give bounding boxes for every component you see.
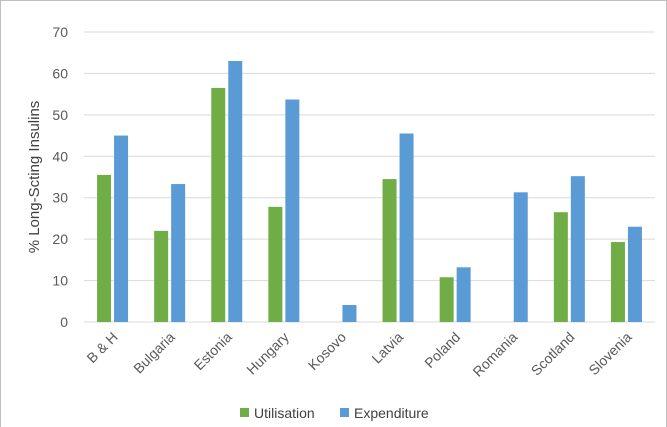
bar-expenditure-kosovo (342, 305, 357, 322)
bar-expenditure-romania (513, 192, 528, 322)
x-tick-label: Latvia (368, 329, 406, 367)
legend: Utilisation Expenditure (240, 405, 429, 421)
y-tick-label: 70 (52, 24, 68, 40)
bar-utilisation-poland (439, 277, 454, 322)
bar-expenditure-b-h (114, 135, 129, 322)
x-tick-label: Kosovo (305, 329, 349, 373)
bar-expenditure-estonia (228, 61, 243, 322)
bar-expenditure-scotland (570, 176, 585, 322)
gridlines (84, 31, 655, 323)
bar-utilisation-slovenia (610, 242, 625, 322)
x-tick-label: Slovenia (585, 329, 634, 378)
bar-utilisation-scotland (553, 212, 568, 322)
x-tick-label: Romania (469, 329, 520, 380)
bar-expenditure-poland (456, 267, 471, 322)
bar-expenditure-bulgaria (171, 184, 186, 322)
y-axis-ticks: 0 10 20 30 40 50 60 70 (52, 24, 68, 330)
x-tick-label: Bulgaria (130, 329, 178, 377)
bar-utilisation-hungary (268, 206, 283, 322)
bar-utilisation-b-h (97, 174, 112, 322)
x-axis-ticks: B & H Bulgaria Estonia Hungary Kosovo Latvia P… (83, 329, 634, 380)
bar-utilisation-estonia (211, 87, 226, 322)
x-tick-label: Poland (421, 329, 463, 371)
x-tick-label: Scotland (528, 329, 578, 379)
y-tick-label: 10 (52, 273, 68, 289)
x-tick-label: B & H (83, 329, 120, 366)
legend-swatch-utilisation (240, 408, 249, 417)
bar-expenditure-hungary (285, 99, 300, 323)
y-tick-label: 20 (52, 231, 68, 247)
y-tick-label: 40 (52, 148, 68, 164)
legend-label-expenditure: Expenditure (354, 405, 429, 421)
legend-swatch-expenditure (340, 408, 349, 417)
legend-label-utilisation: Utilisation (254, 405, 315, 421)
x-tick-label: Hungary (243, 329, 292, 378)
bar-expenditure-slovenia (627, 226, 642, 322)
y-tick-label: 30 (52, 190, 68, 206)
y-tick-label: 0 (60, 314, 68, 330)
bars (97, 61, 642, 323)
y-tick-label: 50 (52, 107, 68, 123)
bar-expenditure-latvia (399, 133, 414, 322)
bar-utilisation-bulgaria (154, 230, 169, 322)
x-tick-label: Estonia (191, 329, 235, 373)
y-tick-label: 60 (52, 65, 68, 81)
y-axis-title: % Long-Scting Insulins (26, 101, 43, 254)
bar-utilisation-latvia (382, 179, 397, 322)
